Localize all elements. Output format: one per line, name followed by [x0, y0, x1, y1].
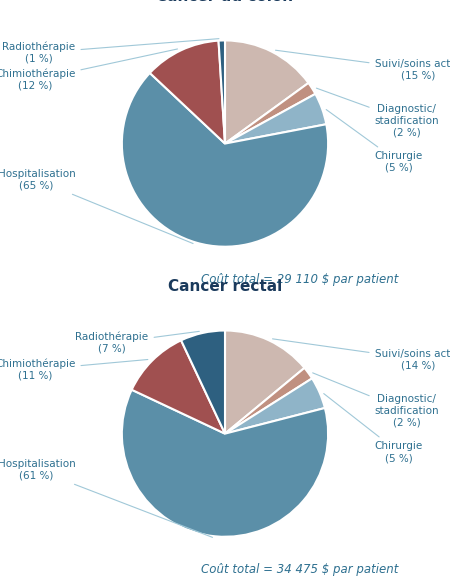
Text: Diagnostic/
stadification
(2 %): Diagnostic/ stadification (2 %): [313, 373, 439, 428]
Wedge shape: [225, 40, 308, 144]
Wedge shape: [181, 331, 225, 434]
Text: Radiothérapie
(1 %): Radiothérapie (1 %): [2, 39, 219, 64]
Wedge shape: [225, 83, 315, 144]
Wedge shape: [219, 40, 225, 144]
Title: Cancer rectal: Cancer rectal: [168, 279, 282, 294]
Text: Suivi/soins actifs
(14 %): Suivi/soins actifs (14 %): [273, 339, 450, 370]
Wedge shape: [225, 94, 326, 144]
Wedge shape: [122, 390, 328, 537]
Text: Hospitalisation
(65 %): Hospitalisation (65 %): [0, 169, 193, 244]
Wedge shape: [132, 340, 225, 434]
Text: Chimiothérapie
(12 %): Chimiothérapie (12 %): [0, 49, 177, 91]
Title: Cancer du côlon: Cancer du côlon: [157, 0, 293, 4]
Wedge shape: [122, 73, 328, 247]
Text: Chirurgie
(5 %): Chirurgie (5 %): [324, 394, 423, 463]
Wedge shape: [150, 40, 225, 144]
Wedge shape: [225, 331, 305, 434]
Text: Diagnostic/
stadification
(2 %): Diagnostic/ stadification (2 %): [316, 88, 439, 138]
Text: Radiothérapie
(7 %): Radiothérapie (7 %): [76, 331, 199, 354]
Text: Chirurgie
(5 %): Chirurgie (5 %): [326, 110, 423, 173]
Wedge shape: [225, 379, 325, 434]
Text: Chimiothérapie
(11 %): Chimiothérapie (11 %): [0, 359, 148, 381]
Text: Coût total = 29 110 $ par patient: Coût total = 29 110 $ par patient: [201, 273, 398, 286]
Wedge shape: [225, 368, 312, 434]
Text: Coût total = 34 475 $ par patient: Coût total = 34 475 $ par patient: [201, 563, 398, 576]
Text: Hospitalisation
(61 %): Hospitalisation (61 %): [0, 459, 212, 537]
Text: Suivi/soins actifs
(15 %): Suivi/soins actifs (15 %): [275, 50, 450, 80]
